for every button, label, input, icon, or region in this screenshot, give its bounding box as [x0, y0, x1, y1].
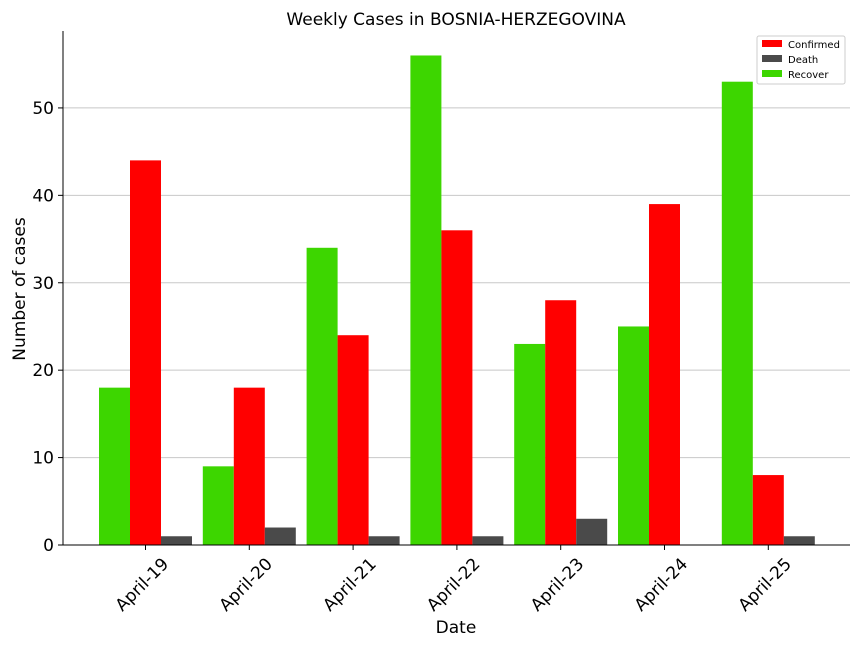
bar-recover-april-21 [306, 247, 338, 545]
legend: Confirmed Death Recover [756, 35, 846, 85]
bar-recover-april-20 [202, 466, 234, 545]
y-axis-label: Number of cases [10, 217, 30, 361]
bar-death-april-21 [368, 536, 400, 545]
bar-death-april-20 [264, 527, 296, 545]
legend-label-death: Death [788, 55, 818, 66]
bar-recover-april-25 [721, 81, 753, 545]
bar-death-april-19 [161, 536, 192, 545]
bar-death-april-25 [783, 536, 815, 545]
bar-confirmed-april-22 [441, 230, 473, 545]
y-tick-label: 50 [32, 99, 54, 119]
bar-confirmed-april-25 [752, 475, 784, 545]
bar-recover-april-22 [410, 55, 442, 545]
bar-confirmed-april-20 [233, 387, 265, 545]
y-tick-label: 20 [32, 361, 54, 381]
x-tick-label: April-23 [527, 554, 588, 615]
bar-recover-april-23 [514, 343, 546, 545]
legend-label-confirmed: Confirmed [788, 40, 840, 51]
bar-death-april-22 [472, 536, 504, 545]
bars [99, 55, 815, 545]
x-tick-label: April-25 [735, 554, 796, 615]
legend-swatch-recover [762, 70, 782, 77]
bar-confirmed-april-23 [545, 300, 577, 545]
x-tick-label: April-22 [423, 554, 484, 615]
bar-death-april-23 [576, 518, 608, 545]
x-tick-label: April-19 [112, 554, 173, 615]
legend-label-recover: Recover [788, 70, 829, 81]
legend-swatch-death [762, 55, 782, 62]
bar-recover-april-19 [99, 387, 130, 545]
x-tick-label: April-20 [216, 554, 277, 615]
y-tick-label: 30 [32, 274, 54, 294]
y-tick-label: 40 [32, 186, 54, 206]
chart-title: Weekly Cases in BOSNIA-HERZEGOVINA [286, 10, 626, 30]
x-tick-label: April-24 [631, 554, 692, 615]
bar-confirmed-april-24 [649, 204, 680, 545]
y-ticks: 0 10 20 30 40 50 [32, 99, 63, 556]
x-tick-label: April-21 [319, 554, 380, 615]
bar-recover-april-24 [618, 326, 649, 545]
x-ticks: April-19 April-20 April-21 April-22 April-23… [112, 545, 796, 616]
bar-confirmed-april-21 [337, 335, 369, 545]
legend-swatch-confirmed [762, 40, 782, 47]
x-axis-label: Date [436, 618, 477, 638]
y-tick-label: 0 [43, 536, 54, 556]
y-tick-label: 10 [32, 449, 54, 469]
bar-confirmed-april-19 [130, 160, 161, 545]
